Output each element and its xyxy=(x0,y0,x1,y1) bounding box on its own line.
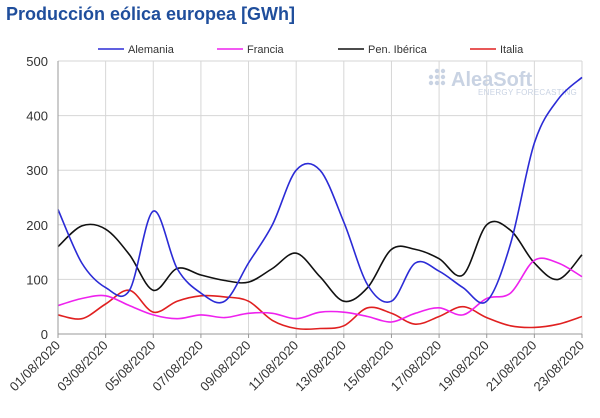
y-tick-label: 300 xyxy=(26,163,48,178)
logo-dot xyxy=(440,68,446,74)
logo-dot xyxy=(428,80,434,86)
x-tick-label: 19/08/2020 xyxy=(435,338,492,395)
y-tick-label: 500 xyxy=(26,54,48,69)
logo-dot xyxy=(440,80,446,86)
legend-label-italia: Italia xyxy=(500,44,524,56)
y-tick-label: 400 xyxy=(26,109,48,124)
logo-dot xyxy=(440,74,446,80)
x-tick-label: 05/08/2020 xyxy=(102,338,159,395)
x-tick-label: 09/08/2020 xyxy=(197,338,254,395)
logo-dots-icon xyxy=(428,68,446,86)
legend-label-pen-ib-rica: Pen. Ibérica xyxy=(368,44,428,56)
logo-dot xyxy=(434,68,440,74)
x-tick-label: 13/08/2020 xyxy=(292,338,349,395)
x-tick-label: 03/08/2020 xyxy=(54,338,111,395)
logo-dot xyxy=(434,80,440,86)
series-lines xyxy=(57,76,583,331)
legend-label-francia: Francia xyxy=(247,44,285,56)
series-line-alemania xyxy=(57,76,583,304)
x-tick-label: 07/08/2020 xyxy=(149,338,206,395)
chart-title: Producción eólica europea [GWh] xyxy=(6,4,296,24)
x-tick-label: 01/08/2020 xyxy=(6,338,63,395)
series-line-italia xyxy=(57,289,583,331)
series-line-pen-ib-rica xyxy=(57,220,583,303)
grid xyxy=(57,60,583,335)
legend: Alemania Francia Pen. Ibérica Italia xyxy=(98,44,524,56)
y-tick-label: 0 xyxy=(41,327,48,342)
y-tick-label: 100 xyxy=(26,272,48,287)
y-tick-label: 200 xyxy=(26,218,48,233)
x-tick-label: 17/08/2020 xyxy=(388,338,445,395)
logo-name: AleaSoft xyxy=(451,69,532,91)
logo-dot xyxy=(434,74,440,80)
logo-dot xyxy=(428,74,434,80)
x-tick-label: 15/08/2020 xyxy=(340,338,397,395)
series-line-francia xyxy=(57,257,583,323)
legend-label-alemania: Alemania xyxy=(128,44,175,56)
x-tick-label: 21/08/2020 xyxy=(483,338,540,395)
logo-tagline: ENERGY FORECASTING xyxy=(478,88,577,97)
aleasoft-logo: AleaSoft ENERGY FORECASTING xyxy=(428,68,577,97)
x-tick-label: 23/08/2020 xyxy=(530,338,587,395)
